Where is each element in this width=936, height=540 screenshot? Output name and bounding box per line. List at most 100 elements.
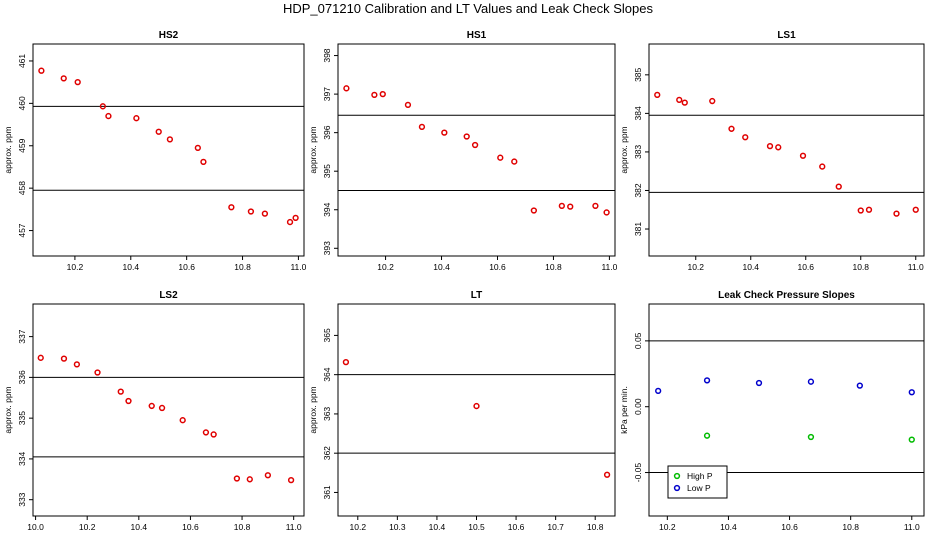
legend: High P Low P: [667, 465, 728, 499]
x-tick-label: 10.6: [178, 262, 195, 272]
y-axis-label: approx. ppm: [3, 386, 13, 433]
y-tick-label: 457: [17, 223, 27, 237]
x-tick-label: 10.2: [659, 522, 676, 532]
legend-marker: [673, 472, 681, 480]
data-point: [264, 472, 272, 479]
data-point: [379, 90, 386, 98]
data-point: [511, 158, 518, 165]
data-point: [856, 382, 863, 389]
data-point: [74, 79, 81, 86]
data-point: [342, 358, 350, 366]
data-point: [471, 141, 479, 149]
data-point: [908, 436, 915, 443]
panel-title: LS2: [159, 290, 178, 301]
legend-label: Low P: [687, 483, 711, 493]
x-tick-label: 10.8: [545, 262, 562, 272]
x-tick-label: 11.0: [908, 262, 924, 272]
x-tick-label: 10.2: [377, 262, 394, 272]
data-point: [865, 206, 873, 213]
data-point: [404, 101, 412, 109]
y-tick-label: 460: [17, 96, 27, 110]
data-point: [654, 91, 661, 99]
legend-box: [667, 465, 728, 499]
data-point: [676, 96, 683, 104]
data-point: [819, 163, 826, 170]
plot-frame: [337, 303, 616, 517]
data-point: [418, 123, 426, 131]
data-point: [73, 361, 81, 368]
data-point: [473, 402, 480, 410]
x-tick-label: 10.8: [234, 262, 251, 272]
data-point: [497, 154, 504, 161]
panel-title: HS2: [159, 30, 179, 41]
data-point: [703, 432, 711, 439]
data-point: [835, 183, 842, 190]
y-tick-label: 394: [322, 202, 332, 216]
data-point: [799, 152, 807, 159]
x-tick-label: 10.4: [433, 262, 450, 272]
panel-title: HS1: [467, 30, 487, 41]
x-tick-label: 10.4: [742, 262, 759, 272]
data-point: [371, 91, 378, 99]
y-tick-label: 333: [17, 492, 27, 506]
y-axis-label: approx. ppm: [308, 386, 318, 433]
y-axis-label: approx. ppm: [3, 126, 13, 173]
data-point: [755, 379, 763, 387]
x-tick-label: 10.6: [508, 522, 525, 532]
y-tick-label: 384: [633, 106, 643, 120]
data-point: [681, 99, 688, 106]
x-tick-label: 10.6: [781, 522, 798, 532]
y-tick-label: 393: [322, 241, 332, 255]
x-tick-label: 10.5: [468, 522, 485, 532]
data-point: [728, 125, 735, 132]
data-point: [807, 433, 815, 441]
panel-hs1: HS1 approx. ppm 10.2 10.4 10.6 10.8 11.0 393 394…: [308, 30, 618, 272]
data-point: [592, 202, 599, 210]
data-point: [292, 214, 299, 221]
data-point: [200, 158, 207, 166]
plot-frame: [32, 303, 305, 517]
x-tick-label: 10.2: [687, 262, 704, 272]
x-tick-label: 10.6: [797, 262, 814, 272]
y-tick-label: 362: [322, 446, 332, 460]
data-point: [148, 402, 155, 410]
data-point: [155, 128, 162, 135]
y-tick-label: 385: [633, 67, 643, 81]
data-point: [742, 134, 749, 141]
panel-leak-check-pressure-slopes: Leak Check Pressure Slopes kPa per min. 10…: [619, 290, 925, 532]
data-point: [99, 103, 106, 110]
data-point: [247, 208, 255, 215]
panel-title: LT: [471, 290, 482, 301]
data-point: [37, 354, 44, 361]
data-point: [261, 210, 269, 217]
data-point: [287, 476, 295, 484]
x-tick-label: 10.2: [67, 262, 84, 272]
data-point: [60, 355, 68, 362]
y-tick-label: 459: [17, 138, 27, 152]
data-point: [530, 207, 538, 214]
data-point: [105, 112, 112, 120]
y-axis-label: approx. ppm: [619, 126, 629, 173]
x-tick-label: 11.0: [290, 262, 306, 272]
x-tick-label: 10.3: [389, 522, 406, 532]
x-tick-label: 10.4: [123, 262, 140, 272]
x-tick-label: 11.0: [904, 522, 920, 532]
panel-ls1: LS1 approx. ppm 10.2 10.4 10.6 10.8 11.0 381 382…: [619, 30, 925, 272]
data-point: [38, 67, 45, 74]
figure-title: HDP_071210 Calibration and LT Values and…: [283, 1, 654, 16]
x-tick-label: 10.6: [489, 262, 506, 272]
y-axis-label: kPa per min.: [619, 386, 629, 434]
x-tick-label: 10.8: [852, 262, 869, 272]
data-point: [286, 218, 294, 226]
y-tick-label: -0.05: [633, 463, 643, 483]
data-point: [117, 388, 124, 395]
panel-title: Leak Check Pressure Slopes: [718, 290, 855, 301]
data-point: [233, 475, 241, 482]
y-tick-label: 381: [633, 222, 643, 236]
y-tick-label: 383: [633, 145, 643, 159]
data-point: [567, 203, 574, 210]
data-point: [603, 209, 610, 216]
data-point: [857, 207, 864, 214]
plot-frame: [648, 43, 925, 257]
